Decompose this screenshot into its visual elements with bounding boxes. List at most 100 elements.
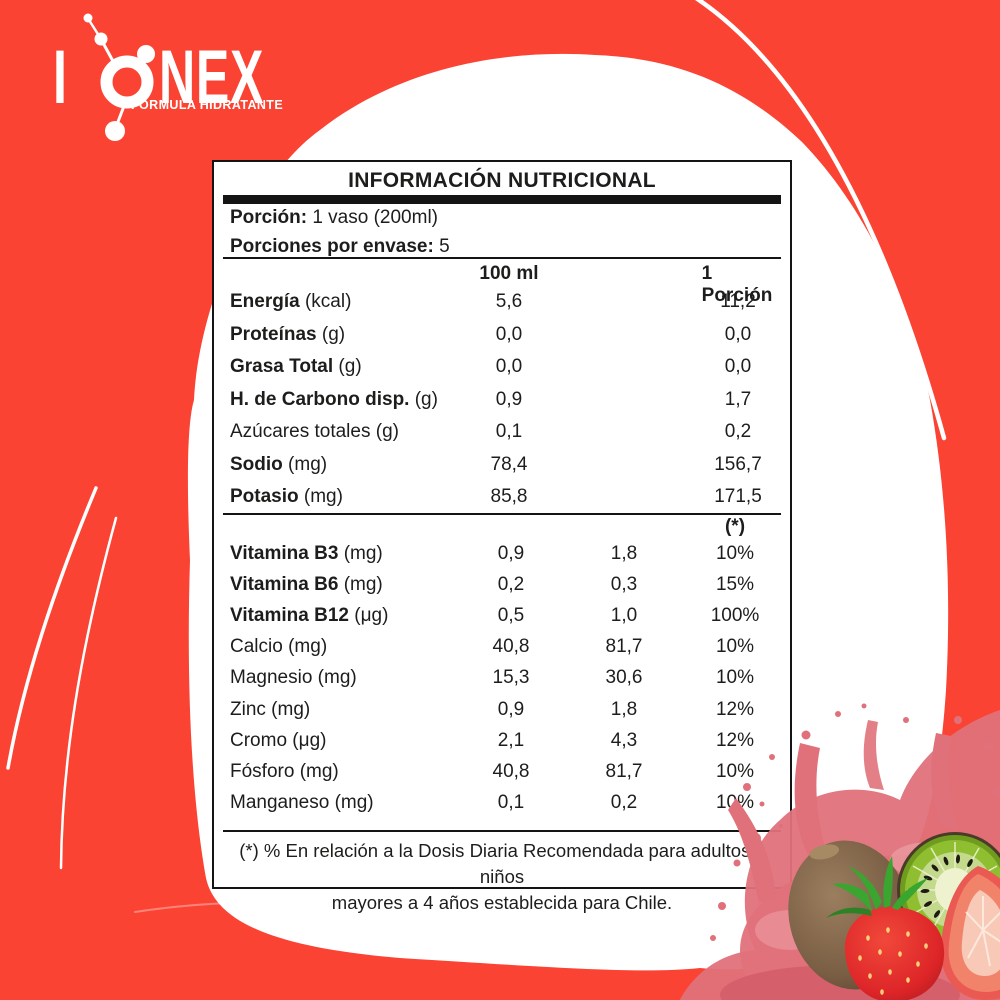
thin-rule-3 [223,830,781,832]
nutrient-label: Cromo (μg) [230,729,327,751]
table-row: Zinc (mg) 0,9 1,8 12% [214,694,790,725]
nutrient-label: Zinc (mg) [230,698,311,720]
value-100ml: 2,1 [497,729,525,751]
table-row: Magnesio (mg) 15,3 30,6 10% [214,663,790,694]
value-100ml: 0,9 [495,388,523,410]
table-row: Calcio (mg) 40,8 81,7 10% [214,632,790,663]
value-portion: 171,5 [714,486,762,508]
value-daily-percent: 10% [715,636,755,658]
value-100ml: 0,1 [495,421,523,443]
servings-value: 5 [433,236,450,257]
serving-size-label: Porción: [230,207,308,228]
nutrient-label: Proteínas (g) [230,323,346,345]
column-headers: 100 ml 1 Porción [214,263,790,306]
table-row: Sodio (mg) 78,4 156,7 [214,449,790,482]
nutrient-label: Vitamina B3 (mg) [230,542,383,564]
nutrient-label: Calcio (mg) [230,636,328,658]
nutrition-panel: INFORMACIÓN NUTRICIONAL Porción: 1 vaso … [212,160,792,913]
value-portion: 30,6 [605,667,643,689]
table-row: Grasa Total (g) 0,0 0,0 [214,351,790,384]
value-100ml: 0,9 [497,542,525,564]
value-daily-percent: 100% [710,604,760,626]
value-daily-percent: 10% [715,542,755,564]
nutrient-label: Energía (kcal) [230,291,352,313]
table-row: Potasio (mg) 85,8 171,5 [214,481,790,514]
column-header-100ml: 100 ml [479,263,539,284]
table-row: Vitamina B6 (mg) 0,2 0,3 15% [214,569,790,600]
value-100ml: 40,8 [492,760,530,782]
nutrient-label: Grasa Total (g) [230,356,362,378]
value-portion: 4,3 [610,729,638,751]
value-100ml: 0,9 [497,698,525,720]
value-100ml: 15,3 [492,667,530,689]
value-portion: 0,3 [610,573,638,595]
table-row: Azúcares totales (g) 0,1 0,2 [214,416,790,449]
nutrient-label: Vitamina B6 (mg) [230,573,383,595]
logo-text-i: I [53,35,67,120]
nutrient-label: Manganeso (mg) [230,792,374,814]
value-100ml: 5,6 [495,291,523,313]
value-portion: 0,2 [610,792,638,814]
nutrient-label: Azúcares totales (g) [230,421,399,443]
value-daily-percent: 12% [715,698,755,720]
dv-column-marker: (*) [724,516,746,537]
value-portion: 81,7 [605,760,643,782]
table-row: H. de Carbono disp. (g) 0,9 1,7 [214,384,790,417]
swoosh-bottom-left [134,901,336,913]
value-portion: 11,2 [720,291,756,313]
value-daily-percent: 10% [715,760,755,782]
table-row: Manganeso (mg) 0,1 0,2 10% [214,788,790,819]
serving-size-line: Porción: 1 vaso (200ml) [230,207,438,229]
nutrient-label: Potasio (mg) [230,486,343,508]
value-daily-percent: 10% [715,792,755,814]
logo-tagline: FÓRMULA HIDRATANTE [131,97,283,112]
thick-rule [223,195,781,204]
nutrient-label: Magnesio (mg) [230,667,357,689]
value-100ml: 0,5 [497,604,525,626]
value-portion: 0,0 [724,323,752,345]
macro-rows: Energía (kcal) 5,6 11,2 Proteínas (g) 0,… [214,286,790,514]
ionex-logo: I NEX FÓRMULA HIDRATANTE [53,13,283,141]
molecule-icon [83,13,155,141]
footnote: (*) % En relación a la Dosis Diaria Reco… [224,838,780,916]
value-portion: 1,8 [610,542,638,564]
value-100ml: 0,1 [497,792,525,814]
value-100ml: 0,0 [495,356,523,378]
value-100ml: 78,4 [490,453,528,475]
value-100ml: 0,0 [495,323,523,345]
serving-size-value: 1 vaso (200ml) [307,207,439,228]
servings-per-container-line: Porciones por envase: 5 [230,236,450,258]
value-portion: 81,7 [605,636,643,658]
value-daily-percent: 12% [715,729,755,751]
micro-rows: Vitamina B3 (mg) 0,9 1,8 10% Vitamina B6… [214,538,790,819]
value-portion: 1,8 [610,698,638,720]
value-portion: 0,0 [724,356,752,378]
table-row: Cromo (μg) 2,1 4,3 12% [214,725,790,756]
value-100ml: 0,2 [497,573,525,595]
table-row: Vitamina B3 (mg) 0,9 1,8 10% [214,538,790,569]
value-100ml: 40,8 [492,636,530,658]
value-100ml: 85,8 [490,486,528,508]
servings-label: Porciones por envase: [230,236,434,257]
table-row: Fósforo (mg) 40,8 81,7 10% [214,756,790,787]
table-row: Proteínas (g) 0,0 0,0 [214,319,790,352]
swoosh-left-2 [59,516,118,870]
value-portion: 156,7 [714,453,762,475]
value-daily-percent: 15% [715,573,755,595]
value-portion: 0,2 [724,421,752,443]
value-daily-percent: 10% [715,667,755,689]
footnote-line-1: (*) % En relación a la Dosis Diaria Reco… [239,840,765,887]
thin-rule-2 [223,513,781,515]
nutrient-label: Sodio (mg) [230,453,328,475]
logo-text-nex: NEX [159,35,264,120]
column-header-portion: 1 Porción [701,263,773,306]
nutrient-label: Vitamina B12 (μg) [230,604,389,626]
swoosh-top-right [694,0,947,441]
table-row: Vitamina B12 (μg) 0,5 1,0 100% [214,600,790,631]
nutrient-label: H. de Carbono disp. (g) [230,388,438,410]
nutrient-label: Fósforo (mg) [230,760,339,782]
value-portion: 1,0 [610,604,638,626]
value-portion: 1,7 [724,388,752,410]
panel-title: INFORMACIÓN NUTRICIONAL [348,169,656,192]
footnote-line-2: mayores a 4 años establecida para Chile. [331,892,673,913]
